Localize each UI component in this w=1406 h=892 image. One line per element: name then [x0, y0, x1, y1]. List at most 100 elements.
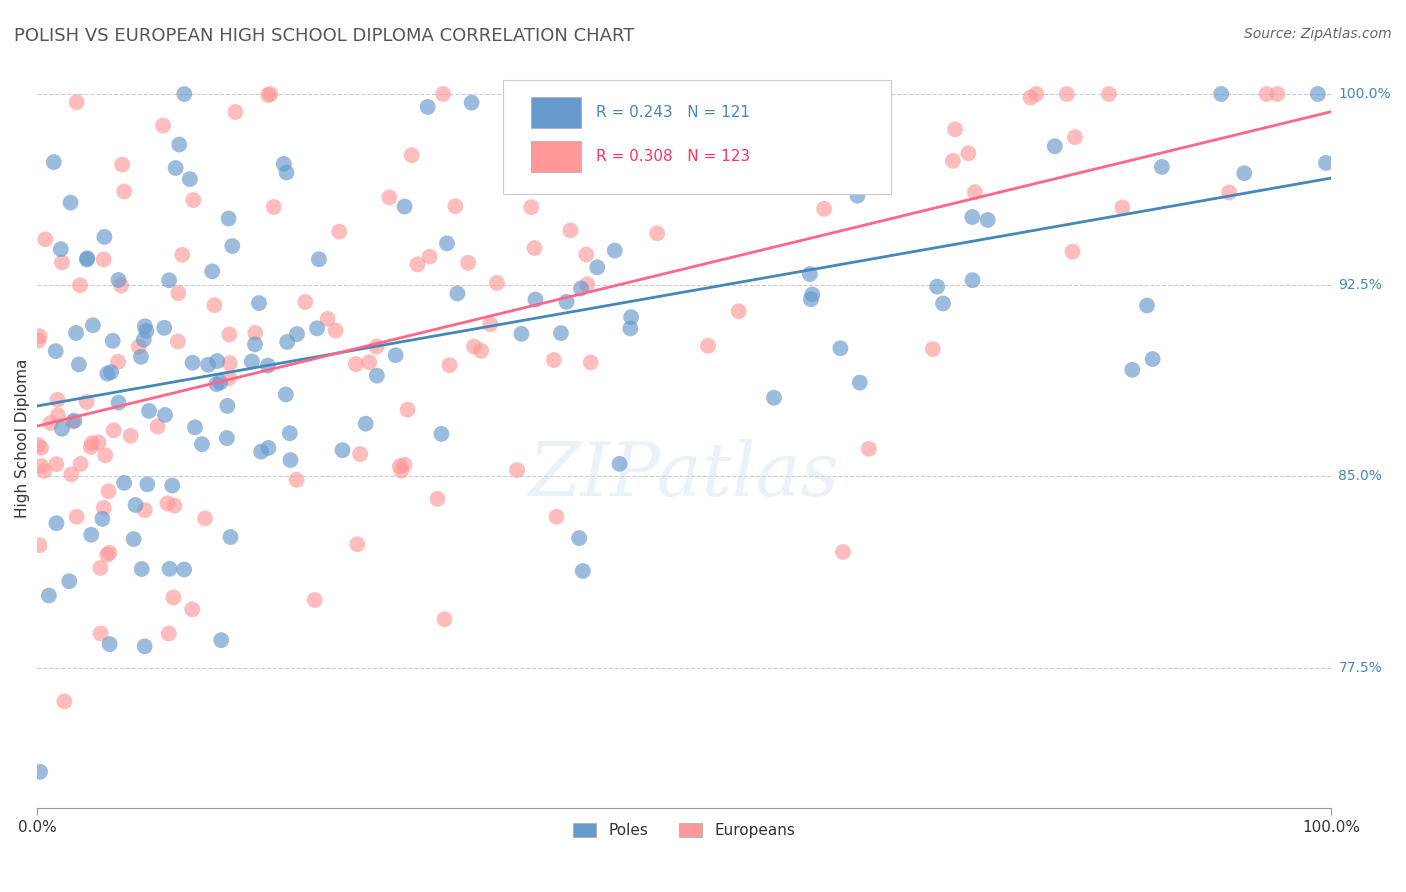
Poles	[96, 367, 118, 381]
Europeans	[94, 448, 117, 462]
Europeans	[1111, 201, 1133, 215]
Poles	[257, 441, 280, 455]
Poles	[257, 359, 280, 373]
Europeans	[463, 340, 485, 354]
Poles	[218, 211, 240, 226]
Poles	[927, 279, 949, 293]
Europeans	[346, 537, 368, 551]
Poles	[510, 326, 533, 341]
Poles	[366, 368, 388, 383]
Poles	[273, 157, 295, 171]
Europeans	[963, 185, 986, 199]
Europeans	[110, 278, 132, 293]
Europeans	[432, 87, 454, 101]
Europeans	[703, 106, 725, 120]
Poles	[51, 422, 73, 436]
Europeans	[28, 329, 51, 343]
Europeans	[832, 545, 855, 559]
Poles	[285, 327, 308, 342]
Poles	[274, 387, 297, 401]
Poles	[159, 562, 181, 576]
Poles	[131, 562, 153, 576]
Europeans	[80, 436, 103, 450]
Poles	[394, 200, 416, 214]
Europeans	[62, 415, 84, 429]
Poles	[962, 210, 984, 224]
Poles	[122, 532, 145, 546]
Poles	[107, 273, 129, 287]
Europeans	[560, 223, 582, 237]
Poles	[1233, 166, 1256, 180]
Europeans	[69, 457, 91, 471]
Poles	[308, 252, 330, 267]
Europeans	[294, 295, 316, 310]
Europeans	[66, 95, 89, 110]
Europeans	[163, 499, 186, 513]
Europeans	[506, 463, 529, 477]
Poles	[240, 354, 263, 368]
Poles	[162, 478, 184, 492]
Bar	[531, 141, 581, 172]
Poles	[247, 296, 270, 310]
Europeans	[93, 500, 115, 515]
Europeans	[93, 252, 115, 267]
Poles	[91, 512, 114, 526]
Europeans	[787, 111, 810, 125]
Poles	[153, 408, 176, 422]
Europeans	[194, 511, 217, 525]
Europeans	[46, 392, 69, 407]
Poles	[762, 391, 785, 405]
Europeans	[128, 340, 150, 354]
Europeans	[96, 548, 118, 562]
Europeans	[257, 87, 280, 102]
Poles	[754, 95, 776, 109]
Europeans	[433, 612, 456, 626]
Poles	[201, 264, 224, 278]
Poles	[167, 137, 190, 152]
Poles	[569, 281, 592, 295]
Poles	[63, 414, 86, 428]
Europeans	[520, 200, 543, 214]
Europeans	[97, 484, 120, 499]
Poles	[65, 326, 87, 340]
Europeans	[727, 304, 749, 318]
Poles	[191, 437, 214, 451]
Europeans	[439, 358, 461, 372]
Poles	[184, 420, 207, 434]
Y-axis label: High School Diploma: High School Diploma	[15, 359, 30, 518]
Europeans	[218, 327, 240, 342]
Poles	[153, 321, 176, 335]
Poles	[332, 443, 354, 458]
Europeans	[1256, 87, 1278, 101]
Poles	[1142, 352, 1164, 367]
Europeans	[218, 356, 240, 370]
Europeans	[34, 232, 56, 246]
Europeans	[167, 286, 190, 301]
Europeans	[224, 105, 246, 120]
Poles	[136, 477, 159, 491]
Poles	[101, 334, 124, 348]
Europeans	[172, 248, 194, 262]
Europeans	[325, 324, 347, 338]
Europeans	[394, 458, 416, 472]
Poles	[550, 326, 572, 340]
Europeans	[943, 122, 966, 136]
Europeans	[1267, 87, 1289, 101]
Text: 100.0%: 100.0%	[1339, 87, 1391, 101]
Europeans	[546, 509, 568, 524]
Poles	[76, 251, 98, 265]
Poles	[129, 350, 152, 364]
Poles	[307, 321, 329, 335]
Europeans	[359, 355, 381, 369]
Europeans	[202, 298, 225, 312]
Europeans	[51, 255, 73, 269]
Poles	[135, 324, 157, 338]
Poles	[134, 319, 156, 334]
Europeans	[426, 491, 449, 506]
Poles	[82, 318, 104, 333]
Poles	[278, 426, 301, 441]
Europeans	[156, 496, 179, 510]
Europeans	[80, 440, 103, 454]
Text: 77.5%: 77.5%	[1339, 661, 1382, 674]
Poles	[217, 399, 239, 413]
